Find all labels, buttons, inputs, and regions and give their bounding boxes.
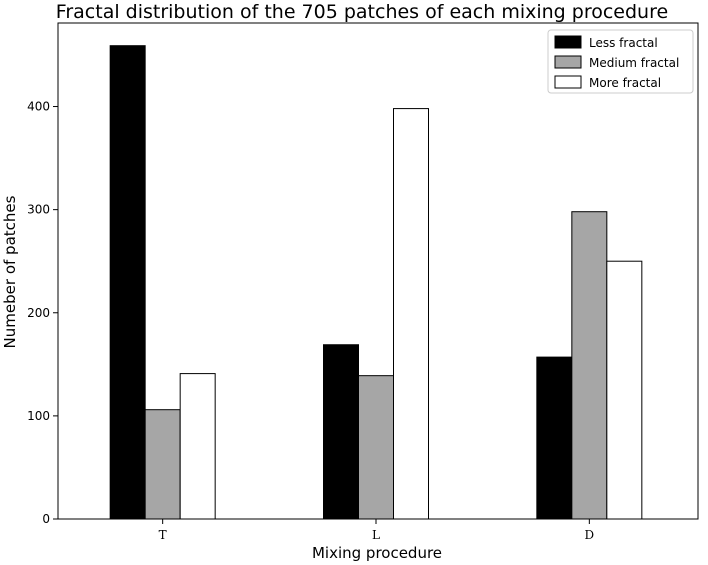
legend-label: Less fractal [589, 36, 658, 50]
legend-swatch [554, 55, 582, 69]
bar [606, 260, 643, 520]
legend-label: More fractal [589, 76, 661, 90]
bar [144, 409, 181, 520]
bar [179, 373, 216, 520]
y-tick-label: 200 [27, 306, 50, 320]
legend-swatch [554, 75, 582, 89]
plot-area: 0 100 200 300 400 T L D [27, 22, 699, 542]
x-tick-label: L [372, 528, 380, 542]
bar [109, 45, 146, 520]
legend: Less fractal Medium fractal More fractal [547, 29, 694, 94]
legend-box [547, 29, 694, 94]
bar [323, 344, 359, 520]
chart-title: Fractal distribution of the 705 patches … [56, 1, 668, 23]
x-axis-label: Mixing procedure [312, 544, 442, 562]
bar [571, 211, 608, 520]
y-tick-label: 100 [27, 409, 50, 423]
y-tick-label: 0 [42, 512, 50, 526]
y-tick-label: 400 [27, 100, 50, 114]
bar [393, 108, 429, 520]
y-axis-label: Numeber of patches [1, 195, 19, 348]
bar [536, 356, 573, 520]
bar [358, 375, 394, 520]
x-tick-label: T [159, 528, 167, 542]
y-tick-label: 300 [27, 203, 50, 217]
x-tick-label: D [585, 528, 595, 542]
legend-label: Medium fractal [589, 56, 679, 70]
legend-swatch [554, 35, 582, 49]
